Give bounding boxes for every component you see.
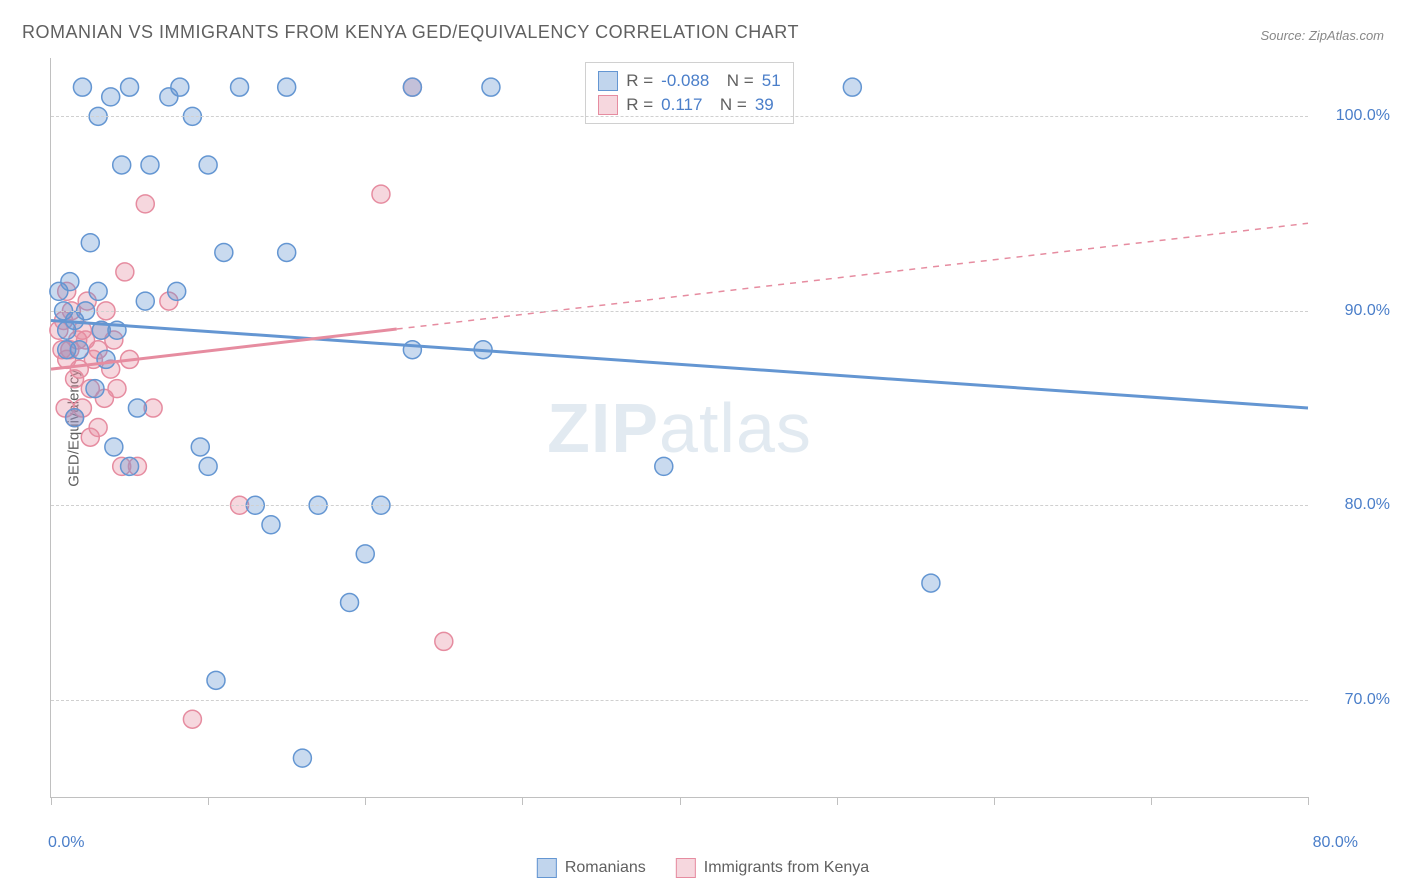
x-tick	[1151, 797, 1152, 805]
r-label: R =	[626, 71, 653, 91]
point-blue	[341, 594, 359, 612]
point-pink	[372, 185, 390, 203]
point-blue	[171, 78, 189, 96]
point-blue	[102, 88, 120, 106]
point-blue	[73, 78, 91, 96]
point-blue	[199, 457, 217, 475]
point-blue	[278, 243, 296, 261]
swatch-blue-icon	[598, 71, 618, 91]
point-blue	[403, 341, 421, 359]
point-blue	[86, 380, 104, 398]
n-value-pink: 39	[755, 95, 774, 115]
swatch-blue-icon	[537, 858, 557, 878]
point-pink	[89, 419, 107, 437]
point-blue	[231, 78, 249, 96]
trend-pink-dashed	[397, 223, 1308, 329]
legend-stats-row-pink: R = 0.117 N = 39	[598, 93, 780, 117]
point-blue	[482, 78, 500, 96]
legend-item-pink: Immigrants from Kenya	[676, 858, 869, 878]
legend-stats-box: R = -0.088 N = 51 R = 0.117 N = 39	[585, 62, 793, 124]
point-blue	[105, 438, 123, 456]
point-blue	[97, 350, 115, 368]
plot-area: GED/Equivalency ZIPatlas R = -0.088 N = …	[50, 58, 1308, 798]
point-blue	[403, 78, 421, 96]
point-blue	[141, 156, 159, 174]
point-blue	[128, 399, 146, 417]
point-blue	[843, 78, 861, 96]
point-blue	[81, 234, 99, 252]
x-tick	[837, 797, 838, 805]
x-tick	[680, 797, 681, 805]
point-blue	[66, 409, 84, 427]
x-tick	[994, 797, 995, 805]
source-attribution: Source: ZipAtlas.com	[1260, 28, 1384, 43]
point-blue	[262, 516, 280, 534]
y-tick-label: 70.0%	[1320, 691, 1390, 709]
point-pink	[108, 380, 126, 398]
point-blue	[121, 78, 139, 96]
point-blue	[922, 574, 940, 592]
legend-item-blue: Romanians	[537, 858, 646, 878]
legend-stats-row-blue: R = -0.088 N = 51	[598, 69, 780, 93]
x-tick	[522, 797, 523, 805]
point-blue	[655, 457, 673, 475]
y-tick-label: 90.0%	[1320, 302, 1390, 320]
point-blue	[199, 156, 217, 174]
chart-title: ROMANIAN VS IMMIGRANTS FROM KENYA GED/EQ…	[22, 22, 799, 43]
gridline-h	[51, 311, 1308, 312]
x-tick	[1308, 797, 1309, 805]
point-blue	[168, 282, 186, 300]
point-blue	[191, 438, 209, 456]
r-value-blue: -0.088	[661, 71, 709, 91]
r-value-pink: 0.117	[661, 95, 702, 115]
x-tick	[208, 797, 209, 805]
gridline-h	[51, 700, 1308, 701]
point-blue	[293, 749, 311, 767]
point-blue	[356, 545, 374, 563]
r-label: R =	[626, 95, 653, 115]
legend-label-blue: Romanians	[565, 859, 646, 877]
n-value-blue: 51	[762, 71, 781, 91]
gridline-h	[51, 505, 1308, 506]
gridline-h	[51, 116, 1308, 117]
x-tick	[365, 797, 366, 805]
x-max-label: 80.0%	[1313, 834, 1358, 852]
y-tick-label: 80.0%	[1320, 496, 1390, 514]
bottom-legend: Romanians Immigrants from Kenya	[537, 858, 869, 878]
n-label: N =	[710, 95, 746, 115]
chart-svg	[51, 58, 1308, 797]
x-tick	[51, 797, 52, 805]
point-blue	[278, 78, 296, 96]
point-blue	[215, 243, 233, 261]
point-pink	[116, 263, 134, 281]
point-pink	[136, 195, 154, 213]
point-blue	[136, 292, 154, 310]
n-label: N =	[717, 71, 753, 91]
point-pink	[435, 632, 453, 650]
point-pink	[183, 710, 201, 728]
trend-blue	[51, 321, 1308, 409]
point-blue	[207, 671, 225, 689]
x-min-label: 0.0%	[48, 834, 84, 852]
swatch-pink-icon	[598, 95, 618, 115]
swatch-pink-icon	[676, 858, 696, 878]
point-blue	[113, 156, 131, 174]
y-tick-label: 100.0%	[1320, 107, 1390, 125]
point-blue	[70, 341, 88, 359]
point-blue	[121, 457, 139, 475]
legend-label-pink: Immigrants from Kenya	[704, 859, 869, 877]
point-blue	[61, 273, 79, 291]
point-blue	[89, 282, 107, 300]
